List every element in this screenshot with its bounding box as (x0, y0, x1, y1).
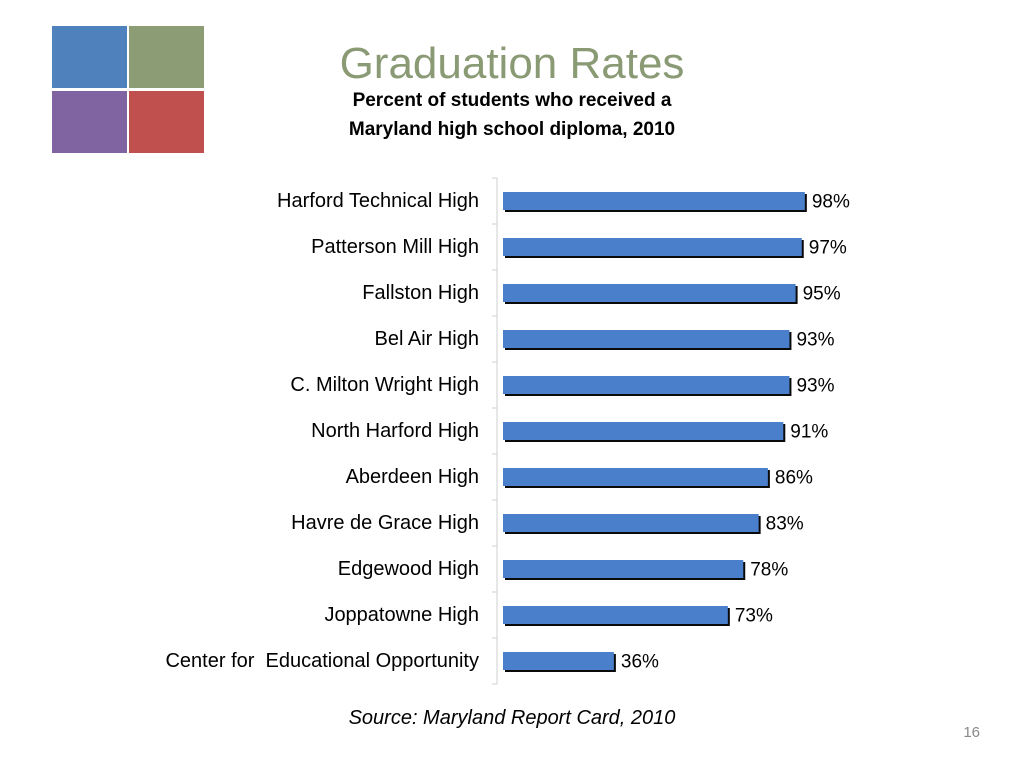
data-label: 93% (796, 330, 834, 351)
bar-3 (503, 330, 792, 350)
category-label: Patterson Mill High (311, 236, 479, 258)
bar-8 (503, 560, 746, 580)
logo-tile-green (129, 26, 204, 88)
data-label: 86% (775, 468, 813, 489)
chart-subtitle-line-2: Maryland high school diploma, 2010 (348, 119, 676, 140)
data-label: 73% (735, 606, 773, 627)
bar-rect (503, 514, 759, 532)
bar-10 (503, 652, 616, 672)
bar-1 (503, 238, 804, 258)
data-label: 97% (809, 238, 847, 259)
bar-rect (503, 652, 614, 670)
data-label: 36% (621, 652, 659, 673)
logo-tile-red (129, 91, 204, 153)
chart-subtitle-line-1: Percent of students who received a (352, 90, 672, 111)
bar-rect (503, 192, 805, 210)
data-label: 78% (750, 560, 788, 581)
category-label: C. Milton Wright High (290, 374, 479, 396)
source-note: Source: Maryland Report Card, 2010 (348, 707, 676, 729)
category-label: Edgewood High (338, 558, 479, 580)
bar-4 (503, 376, 792, 396)
data-label: 98% (812, 192, 850, 213)
page-number: 16 (963, 724, 980, 741)
category-label: Center for Educational Opportunity (165, 650, 479, 672)
category-label: Bel Air High (375, 328, 480, 350)
bar-9 (503, 606, 730, 626)
data-label: 91% (790, 422, 828, 443)
chart-subtitle: Percent of students who received a Maryl… (230, 86, 794, 144)
bars (503, 192, 807, 672)
category-labels: Harford Technical High Patterson Mill Hig… (165, 190, 479, 672)
bar-7 (503, 514, 761, 534)
data-label: 83% (766, 514, 804, 535)
category-label: Harford Technical High (277, 190, 479, 212)
bar-0 (503, 192, 807, 212)
data-label: 95% (803, 284, 841, 305)
category-label: Havre de Grace High (291, 512, 479, 534)
data-labels: 98% 97% 95% 93% 93% 91% 86% 83% 78% 73% 36% (621, 192, 850, 673)
data-label: 93% (796, 376, 834, 397)
bar-rect (503, 606, 728, 624)
bar-rect (503, 468, 768, 486)
slide-title: Graduation Rates (339, 39, 685, 88)
category-label: Fallston High (362, 282, 479, 304)
bar-rect (503, 560, 744, 578)
logo-tile-purple (52, 91, 127, 153)
category-label: Joppatowne High (324, 604, 479, 626)
bar-rect (503, 330, 790, 348)
bar-rect (503, 422, 784, 440)
bar-rect (503, 238, 802, 256)
bar-6 (503, 468, 770, 488)
logo (52, 26, 204, 153)
bar-2 (503, 284, 798, 304)
axis-ticks (492, 177, 497, 685)
category-label: Aberdeen High (346, 466, 479, 488)
logo-tile-blue (52, 26, 127, 88)
bar-rect (503, 376, 790, 394)
category-label: North Harford High (311, 420, 479, 442)
bar-5 (503, 422, 786, 442)
bar-rect (503, 284, 796, 302)
